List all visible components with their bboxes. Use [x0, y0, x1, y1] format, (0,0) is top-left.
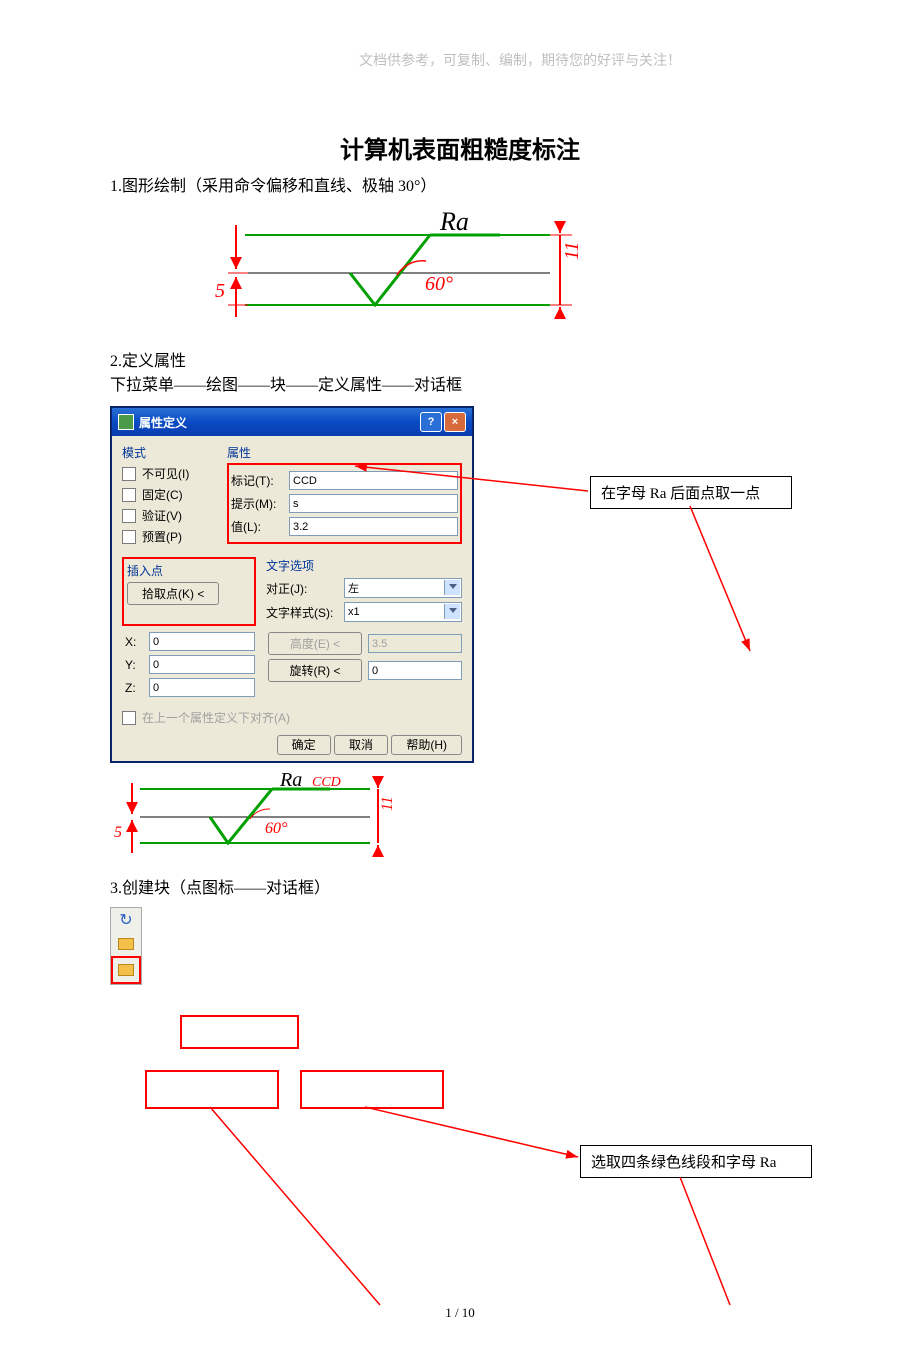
- insert-group-label: 插入点: [127, 562, 251, 579]
- section-2-sub: 下拉菜单——绘图——块——定义属性——对话框: [110, 374, 810, 398]
- align-label: 对正(J):: [266, 580, 338, 597]
- y-input[interactable]: 0: [149, 655, 255, 674]
- verify-label: 验证(V): [142, 507, 182, 524]
- align-below-checkbox[interactable]: [122, 711, 136, 725]
- attribute-definition-dialog: 属性定义 ? × 模式 不可见(I) 固定(C) 验证(V) 预置(P): [110, 406, 474, 763]
- y-label: Y:: [125, 658, 143, 672]
- preset-checkbox[interactable]: [122, 530, 136, 544]
- dialog-title: 属性定义: [139, 414, 418, 431]
- align-combo[interactable]: 左: [344, 578, 462, 598]
- pick-point-button[interactable]: 拾取点(K) <: [127, 582, 219, 605]
- cancel-button[interactable]: 取消: [334, 735, 388, 755]
- mode-group-label: 模式: [122, 444, 217, 461]
- app-icon: [118, 414, 134, 430]
- section-2-heading: 2.定义属性: [110, 350, 810, 374]
- figure-2: Ra CCD 60° 5 11: [110, 771, 810, 871]
- tag-label: 标记(T):: [231, 472, 283, 489]
- constant-checkbox[interactable]: [122, 488, 136, 502]
- value-input[interactable]: 3.2: [289, 517, 458, 536]
- value-label: 值(L):: [231, 518, 283, 535]
- svg-text:Ra: Ra: [279, 771, 302, 791]
- verify-checkbox[interactable]: [122, 509, 136, 523]
- z-input[interactable]: 0: [149, 678, 255, 697]
- svg-text:5: 5: [215, 280, 225, 302]
- svg-text:60°: 60°: [265, 820, 288, 837]
- align-below-label: 在上一个属性定义下对齐(A): [142, 709, 290, 726]
- section-3-heading: 3.创建块（点图标——对话框）: [110, 877, 810, 901]
- callout-ra-point: 在字母 Ra 后面点取一点: [590, 476, 792, 509]
- ok-button[interactable]: 确定: [277, 735, 331, 755]
- x-input[interactable]: 0: [149, 632, 255, 651]
- svg-text:5: 5: [114, 824, 122, 841]
- prompt-input[interactable]: s: [289, 494, 458, 513]
- roughness-diagram-2: Ra CCD 60° 5 11: [110, 771, 430, 866]
- invisible-label: 不可见(I): [142, 465, 189, 482]
- roughness-diagram-1: Ra 60° 5 11: [200, 205, 630, 335]
- text-options-label: 文字选项: [266, 557, 462, 574]
- constant-label: 固定(C): [142, 486, 183, 503]
- rotate-icon[interactable]: ↻: [111, 908, 141, 932]
- block-icon-1[interactable]: [111, 932, 141, 956]
- rotation-input[interactable]: 0: [368, 661, 462, 680]
- style-combo[interactable]: x1: [344, 602, 462, 622]
- svg-text:11: 11: [379, 796, 396, 811]
- close-icon[interactable]: ×: [444, 412, 466, 432]
- toolbar-icons: ↻: [110, 907, 142, 985]
- dialog-titlebar[interactable]: 属性定义 ? ×: [112, 408, 472, 436]
- invisible-checkbox[interactable]: [122, 467, 136, 481]
- tag-input[interactable]: CCD: [289, 471, 458, 490]
- header-note: 文档供参考，可复制、编制，期待您的好评与关注！: [110, 50, 810, 70]
- svg-text:11: 11: [561, 241, 583, 260]
- rotation-button[interactable]: 旋转(R) <: [268, 659, 362, 682]
- svg-text:Ra: Ra: [439, 207, 469, 236]
- height-input: 3.5: [368, 634, 462, 653]
- attr-group-label: 属性: [227, 444, 462, 461]
- x-label: X:: [125, 635, 143, 649]
- svg-text:60°: 60°: [425, 273, 453, 295]
- help-icon[interactable]: ?: [420, 412, 442, 432]
- help-button[interactable]: 帮助(H): [391, 735, 462, 755]
- preset-label: 预置(P): [142, 528, 182, 545]
- svg-text:CCD: CCD: [312, 775, 341, 790]
- section-1-heading: 1.图形绘制（采用命令偏移和直线、极轴 30°）: [110, 175, 810, 199]
- z-label: Z:: [125, 681, 143, 695]
- prompt-label: 提示(M):: [231, 495, 283, 512]
- style-label: 文字样式(S):: [266, 604, 338, 621]
- make-block-icon[interactable]: [111, 956, 141, 984]
- height-button: 高度(E) <: [268, 632, 362, 655]
- page-title: 计算机表面粗糙度标注: [110, 130, 810, 165]
- figure-1: Ra 60° 5 11: [200, 205, 810, 340]
